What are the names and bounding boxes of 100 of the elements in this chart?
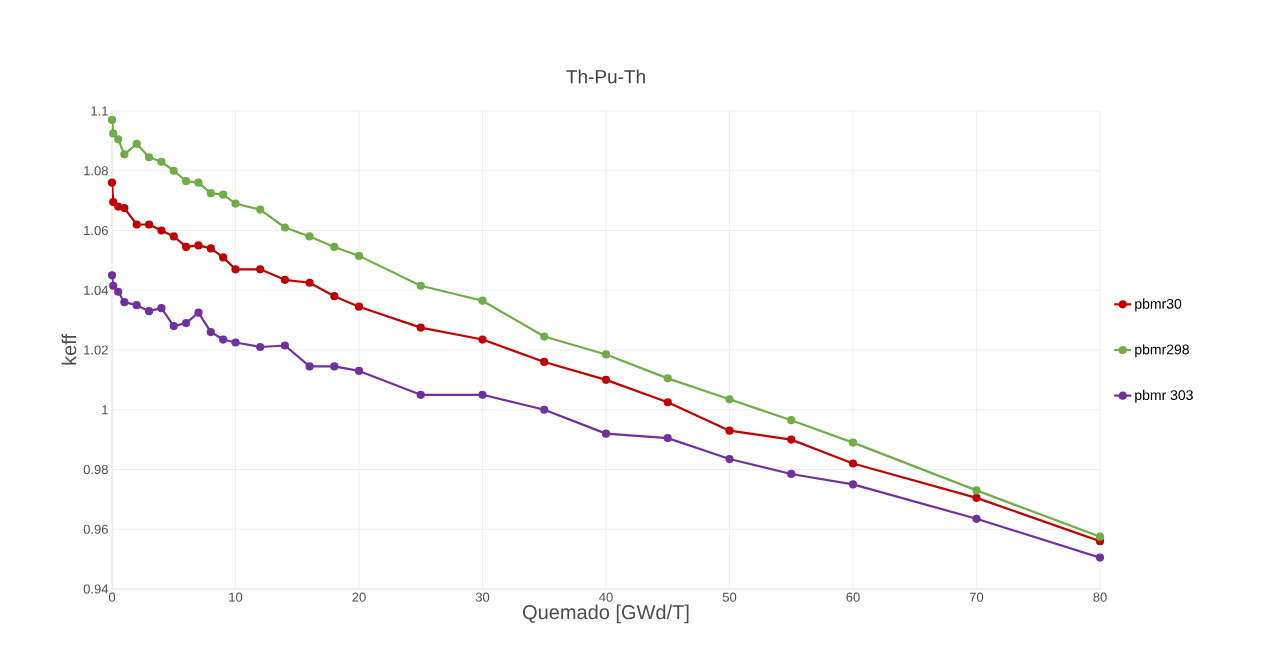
point — [280, 341, 290, 350]
legend-label: pbmr30 — [1135, 298, 1182, 312]
x-tick-label: 70 — [969, 592, 984, 602]
point — [120, 150, 129, 159]
point — [231, 338, 240, 347]
x-tick-label: 80 — [1093, 592, 1107, 602]
point — [157, 304, 166, 313]
point — [219, 335, 228, 344]
point — [219, 190, 228, 199]
point — [231, 199, 240, 208]
point — [478, 335, 487, 344]
point — [540, 332, 549, 341]
point — [354, 302, 364, 311]
y-tick-label: 1.02 — [84, 345, 108, 355]
point — [540, 405, 549, 414]
x-tick-label: 10 — [229, 592, 243, 602]
point — [416, 390, 425, 399]
point — [256, 342, 265, 352]
point — [848, 459, 858, 468]
point — [132, 301, 141, 310]
x-tick-label: 30 — [475, 592, 490, 602]
legend-label: pbmr298 — [1135, 344, 1189, 358]
point — [114, 287, 123, 296]
point — [194, 178, 203, 187]
point — [725, 454, 734, 464]
point — [354, 366, 364, 375]
point — [416, 281, 425, 290]
point — [114, 202, 123, 211]
point — [725, 426, 734, 435]
y-tick-label: 0.96 — [83, 524, 108, 534]
point — [109, 281, 118, 290]
point — [107, 271, 117, 280]
point — [972, 514, 981, 523]
point — [132, 139, 141, 148]
point — [416, 323, 425, 332]
point — [663, 434, 672, 443]
point — [663, 398, 672, 407]
point — [663, 374, 672, 383]
point — [107, 115, 117, 125]
point — [144, 307, 154, 316]
point — [256, 205, 265, 214]
x-tick-label: 20 — [352, 592, 366, 602]
point — [231, 265, 240, 274]
y-tick-label: 1.08 — [84, 166, 108, 176]
point — [305, 278, 314, 287]
point — [601, 375, 611, 384]
point — [109, 198, 118, 207]
point — [114, 135, 123, 144]
chart-title: Th-Pu-Th — [566, 69, 645, 84]
point — [194, 308, 203, 317]
point — [144, 153, 154, 162]
point — [169, 321, 178, 331]
point — [194, 241, 203, 250]
point — [182, 177, 191, 186]
point — [330, 292, 339, 301]
x-tick-label: 0 — [108, 592, 116, 602]
y-tick-label: 1.04 — [84, 285, 109, 295]
point — [601, 350, 611, 359]
point — [157, 157, 166, 166]
point — [972, 486, 981, 495]
point — [280, 275, 290, 284]
point — [330, 362, 339, 371]
point — [540, 357, 549, 367]
point — [478, 296, 487, 305]
y-tick-label: 1.1 — [91, 106, 108, 116]
point — [120, 298, 129, 307]
point — [107, 178, 117, 187]
point — [109, 129, 118, 138]
point — [972, 493, 981, 502]
point — [157, 226, 166, 235]
point — [219, 253, 228, 262]
y-tick-label: 0.98 — [83, 464, 108, 475]
point — [478, 390, 487, 399]
point — [725, 395, 734, 404]
y-tick-label: 1.06 — [84, 225, 108, 236]
point — [206, 327, 215, 337]
point — [354, 251, 364, 260]
point — [848, 480, 858, 489]
point — [330, 242, 339, 252]
point — [601, 429, 611, 438]
point — [144, 220, 154, 229]
point — [206, 244, 215, 253]
point — [305, 362, 314, 371]
point — [256, 265, 265, 274]
point — [787, 435, 796, 444]
point — [280, 223, 290, 232]
x-tick-label: 40 — [599, 592, 613, 602]
point — [1095, 553, 1105, 562]
point — [182, 319, 191, 328]
y-tick-label: 1 — [102, 405, 108, 415]
point — [169, 232, 178, 241]
legend-label: pbmr 303 — [1135, 389, 1193, 403]
point — [787, 416, 796, 425]
x-tick-label: 60 — [846, 592, 860, 602]
y-axis-title: keff — [61, 334, 77, 365]
y-tick-label: 0.94 — [83, 584, 109, 594]
point — [132, 220, 141, 229]
x-axis-title: Quemado [GWd/T] — [523, 604, 689, 624]
point — [305, 232, 314, 241]
point — [848, 438, 858, 447]
